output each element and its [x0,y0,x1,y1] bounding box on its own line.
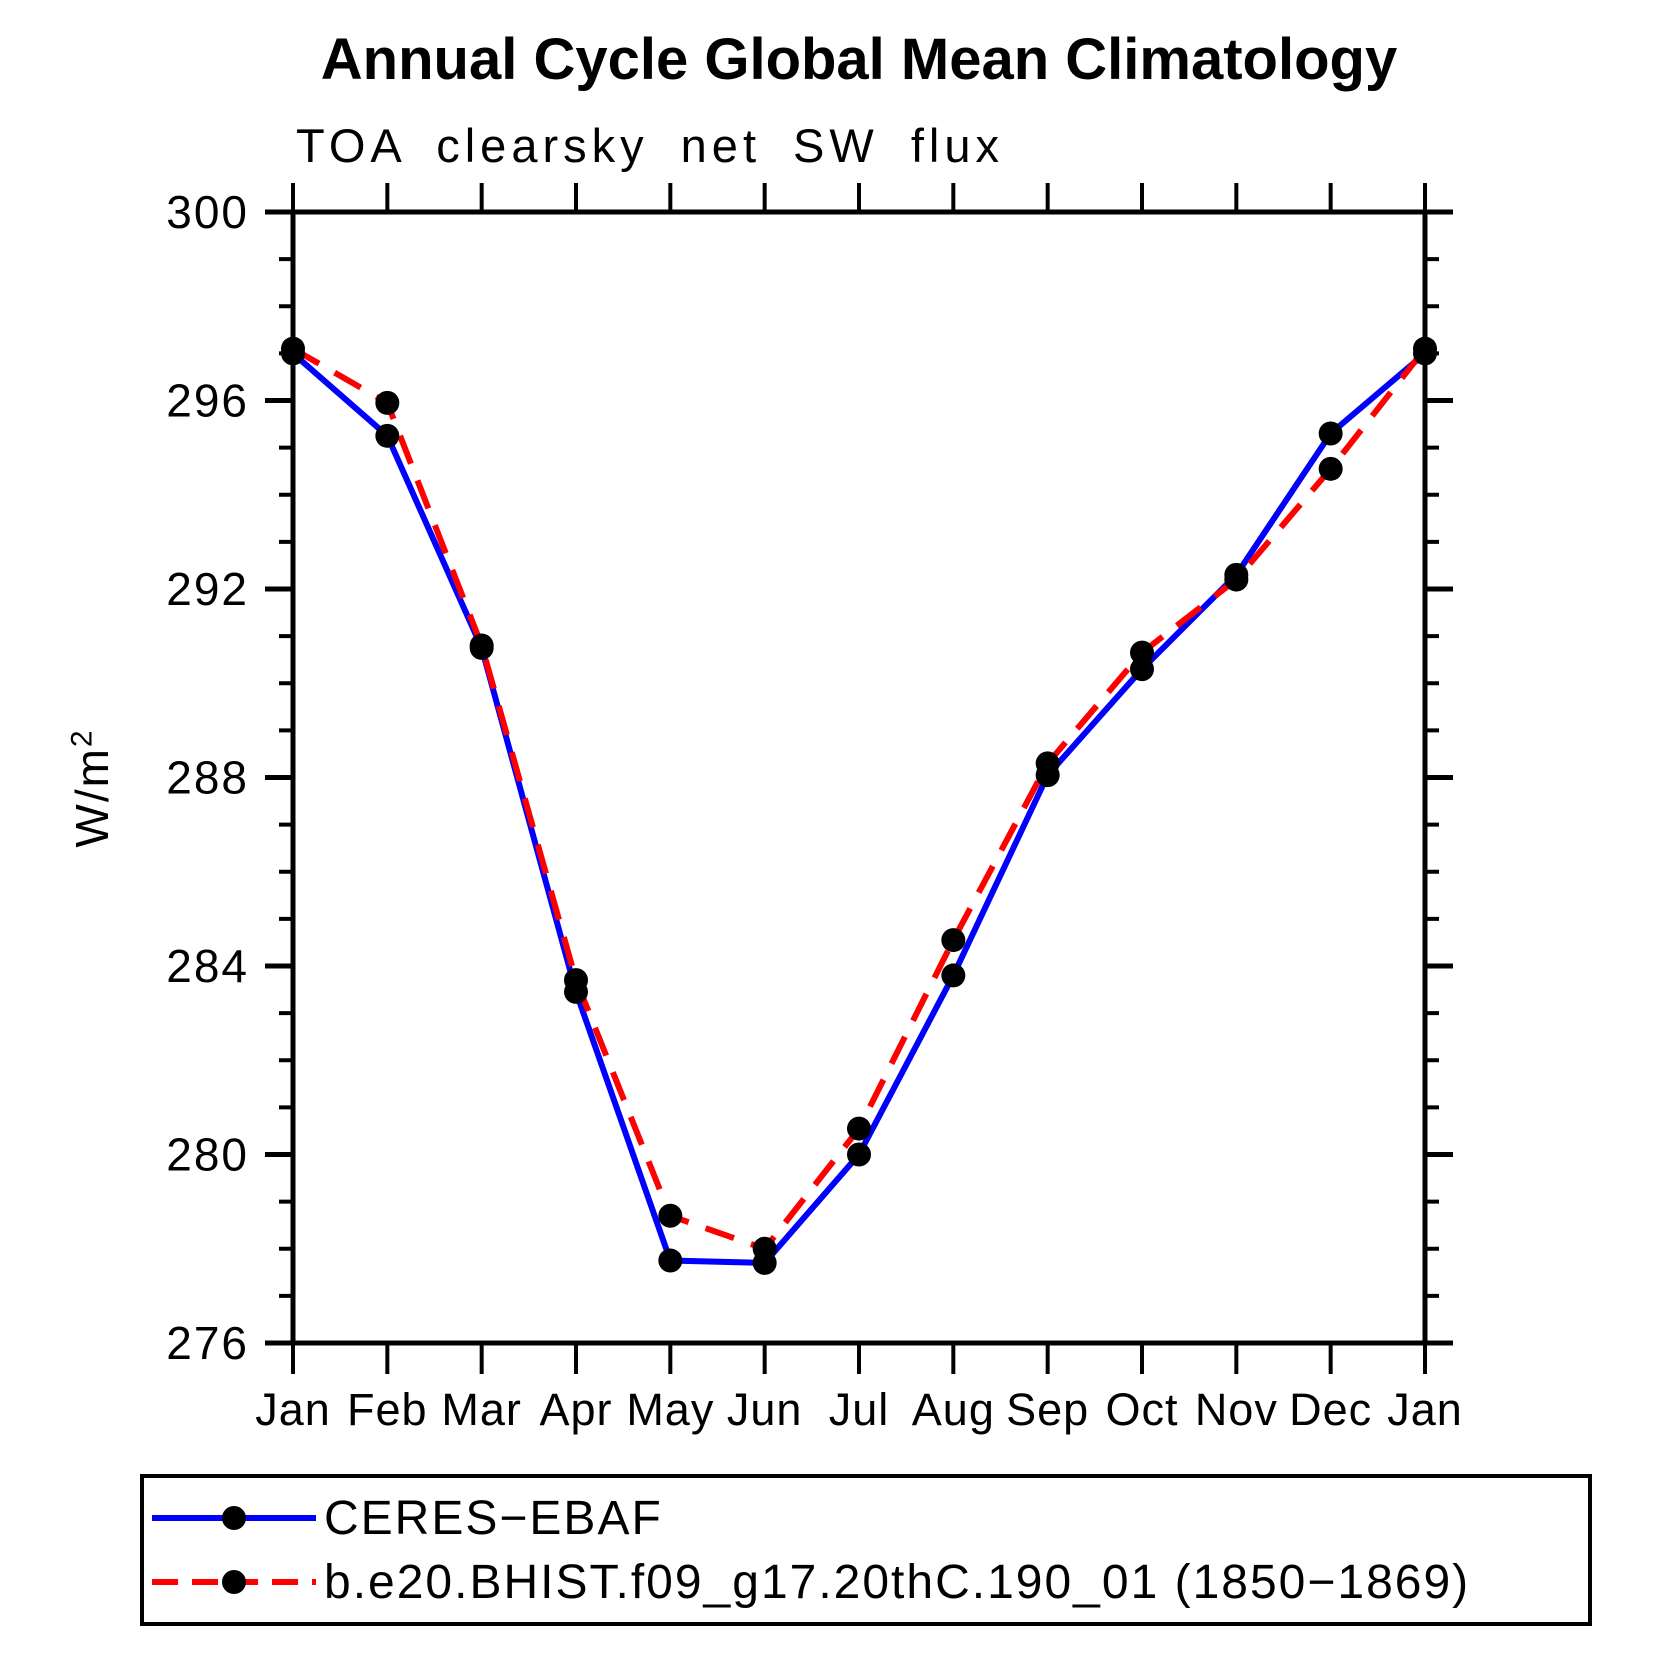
legend-marker-dot [222,1506,246,1530]
x-tick-label: Jun [727,1384,803,1435]
x-tick-label: Jan [1387,1384,1463,1435]
legend-sample-solid-line [152,1506,316,1530]
legend-sample-dashed-line [152,1570,316,1594]
y-tick-label: 296 [166,375,249,427]
y-tick-label: 280 [166,1129,249,1181]
axis-frame [290,209,1428,1346]
data-point-series-1 [752,1236,777,1261]
data-point-series-1 [847,1116,871,1141]
x-tick-label: Mar [441,1384,522,1435]
data-point-series-1 [564,968,588,993]
x-tick-label: Apr [539,1384,612,1435]
x-tick-label: May [626,1384,714,1435]
data-point-series-1 [658,1203,683,1228]
data-point-series-1 [281,336,305,361]
data-point-series-1 [375,390,400,415]
y-tick-label: 300 [166,186,249,238]
y-tick-label: 292 [166,563,249,615]
data-point-series-0 [1130,657,1154,682]
x-tick-label: Nov [1195,1384,1278,1435]
legend-item-model-run: b.e20.BHIST.f09_g17.20thC.190_01 (1850−1… [148,1556,1470,1609]
data-point-series-1 [1224,567,1249,592]
legend-item-ceres-ebaf: CERES−EBAF [148,1492,663,1545]
data-point-series-0 [847,1142,871,1167]
data-point-series-1 [1318,456,1343,481]
legend: CERES−EBAF b.e20.BHIST.f09_g17.20thC.190… [140,1474,1592,1626]
data-point-series-0 [375,423,400,448]
data-point-series-1 [941,928,966,953]
series-line-1-dashed [291,346,1428,1253]
legend-label-model-run: b.e20.BHIST.f09_g17.20thC.190_01 (1850−1… [324,1555,1471,1609]
x-tick-label: Jul [829,1384,890,1435]
data-point-series-1 [469,633,494,658]
chart-subtitle: TOA clearsky net SW flux [296,119,1004,172]
x-tick-label: Aug [912,1384,995,1435]
data-point-series-1 [1413,336,1437,361]
y-tick-label: 284 [166,940,249,992]
legend-marker-dot [222,1570,246,1594]
x-tick-label: Sep [1006,1384,1089,1435]
y-tick-label: 288 [166,752,249,804]
data-point-series-0 [1318,421,1343,446]
x-tick-label: Dec [1289,1384,1372,1435]
legend-label-ceres-ebaf: CERES−EBAF [324,1491,663,1545]
x-tick-label: Jan [255,1384,331,1435]
y-tick-label: 276 [166,1317,249,1369]
data-point-series-0 [941,963,966,988]
data-point-series-0 [658,1248,683,1273]
data-point-series-1 [1130,640,1154,665]
x-tick-label: Feb [347,1384,428,1435]
data-point-series-1 [1035,751,1060,776]
chart-title: Annual Cycle Global Mean Climatology [320,27,1398,92]
x-tick-label: Oct [1105,1384,1178,1435]
